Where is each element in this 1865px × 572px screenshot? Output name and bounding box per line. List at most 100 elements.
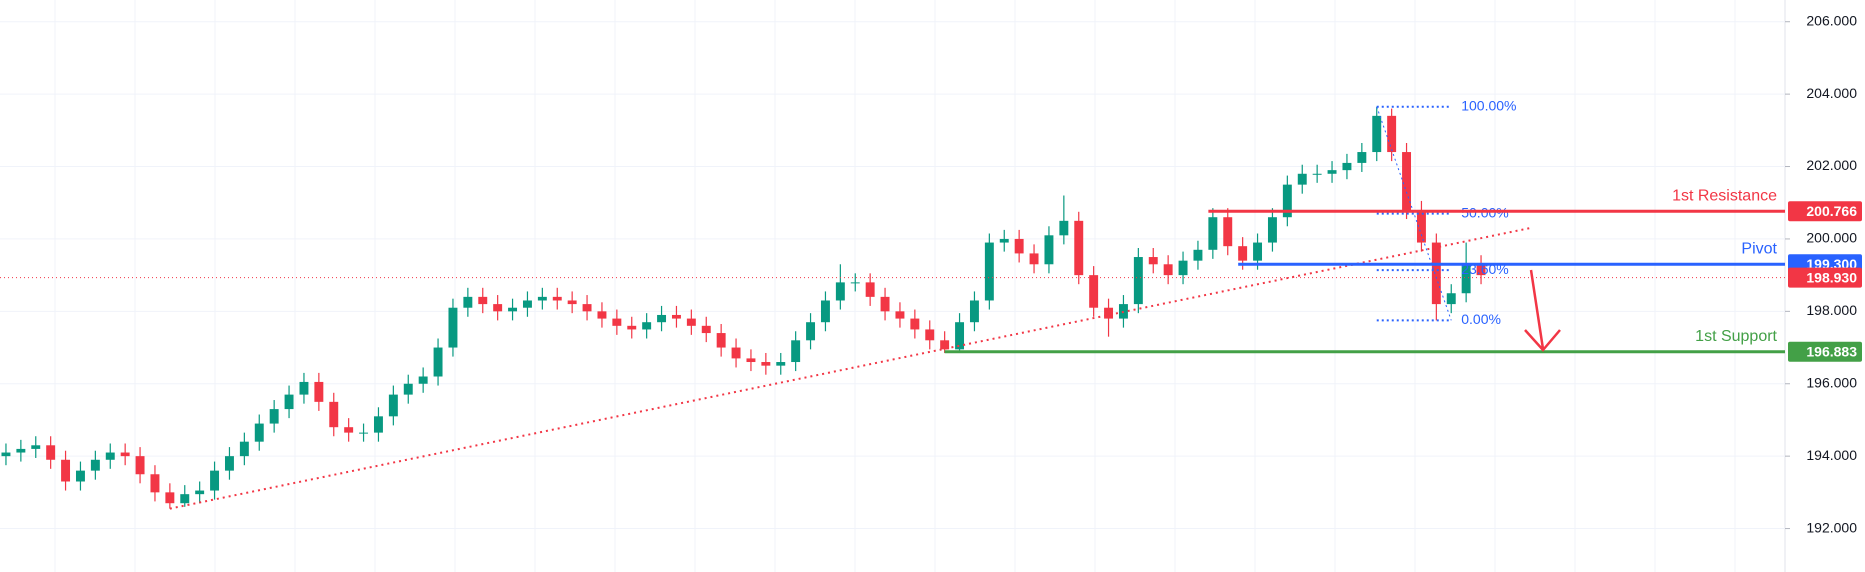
candle-body xyxy=(1029,253,1039,265)
candle-body xyxy=(1089,275,1099,308)
candle-body xyxy=(61,459,71,482)
candle-body xyxy=(135,456,145,475)
candle-body xyxy=(657,314,667,323)
candle-body xyxy=(463,296,473,308)
fib-label: 100.00% xyxy=(1461,98,1516,114)
candle-body xyxy=(1148,257,1158,265)
candle-body xyxy=(1253,242,1263,261)
candle-body xyxy=(1297,173,1307,185)
grid xyxy=(0,0,1785,572)
candle-body xyxy=(746,358,756,363)
candle-body xyxy=(1223,217,1233,247)
candle-body xyxy=(1074,220,1084,276)
price-tag-label: 198.930 xyxy=(1806,269,1857,285)
candle-body xyxy=(791,340,801,363)
candle-body xyxy=(329,401,339,428)
candle-body xyxy=(1208,217,1218,250)
candle-body xyxy=(1238,246,1248,261)
candle-body xyxy=(195,490,205,495)
price-tag xyxy=(1788,201,1862,222)
candle-body xyxy=(418,376,428,384)
candle-body xyxy=(1416,209,1426,243)
candle-body xyxy=(582,304,592,312)
candle-body xyxy=(1104,307,1114,319)
candle-body xyxy=(403,383,413,395)
candle-body xyxy=(90,459,100,471)
price-tag xyxy=(1788,267,1862,288)
candle-body xyxy=(1163,264,1173,276)
fib-label: 0.00% xyxy=(1461,311,1501,327)
candle-body xyxy=(671,314,681,319)
candle-body xyxy=(537,296,547,301)
y-tick-label: 196.000 xyxy=(1806,374,1857,390)
candle-body xyxy=(75,470,85,482)
candle-body xyxy=(686,318,696,326)
candle-body xyxy=(1342,162,1352,171)
candle-body xyxy=(1431,242,1441,305)
candle-body xyxy=(1446,293,1456,305)
candle-body xyxy=(239,441,249,457)
y-tick-label: 202.000 xyxy=(1806,157,1857,173)
candle-body xyxy=(984,242,994,301)
y-tick-label: 198.000 xyxy=(1806,302,1857,318)
level-name: Pivot xyxy=(1741,240,1777,257)
candle-body xyxy=(880,296,890,312)
candle-body xyxy=(806,322,816,341)
candle-body xyxy=(1,452,11,457)
price-axis: 192.000 194.000 196.000 198.000 200.000 202.0… xyxy=(1785,12,1862,535)
candle-body xyxy=(314,381,324,402)
candle-body xyxy=(895,311,905,319)
candle-body xyxy=(1267,217,1277,243)
candle-body xyxy=(999,238,1009,243)
candle-body xyxy=(269,409,279,424)
candle-body xyxy=(373,416,383,433)
candle-body xyxy=(910,318,920,330)
candle-body xyxy=(612,318,622,326)
candle-body xyxy=(150,474,160,493)
candle-body xyxy=(224,456,234,471)
candle-body xyxy=(299,381,309,395)
candle-body xyxy=(1357,152,1367,163)
y-tick-label: 194.000 xyxy=(1806,447,1857,463)
candle-body xyxy=(165,492,175,504)
candle-body xyxy=(478,296,488,305)
candle-body xyxy=(835,282,845,301)
level-name: 1st Support xyxy=(1695,328,1777,345)
candle-body xyxy=(180,494,190,504)
candle-body xyxy=(1461,264,1471,294)
level-name: 1st Resistance xyxy=(1672,187,1777,204)
candle-body xyxy=(388,394,398,417)
candle-body xyxy=(210,470,220,491)
candle-body xyxy=(701,325,711,334)
candle-body xyxy=(955,322,965,350)
plot: 100.00%50.00%23.60%0.00%1st ResistancePi… xyxy=(0,98,1785,510)
candle-body xyxy=(493,304,503,312)
y-tick-label: 192.000 xyxy=(1806,519,1857,535)
candle-body xyxy=(433,347,443,377)
candle-body xyxy=(1282,184,1292,218)
candle-body xyxy=(1476,264,1486,276)
down-arrow xyxy=(1524,269,1561,352)
candle-body xyxy=(552,296,562,301)
candle-body xyxy=(1387,115,1397,153)
price-tag-label: 196.883 xyxy=(1806,343,1857,359)
candle-body xyxy=(642,322,652,330)
candle-body xyxy=(120,452,130,457)
candle-body xyxy=(1133,257,1143,305)
candle-body xyxy=(1014,238,1024,254)
candle-body xyxy=(969,300,979,323)
candle-body xyxy=(46,445,56,460)
candle-body xyxy=(254,423,264,442)
candle-body xyxy=(820,300,830,323)
candle-body xyxy=(627,325,637,330)
candle-body xyxy=(1327,170,1337,174)
candle-body xyxy=(1193,249,1203,261)
candle-body xyxy=(522,300,532,308)
candle-body xyxy=(850,282,860,284)
price-tag xyxy=(1788,341,1862,362)
candle-body xyxy=(1312,173,1322,175)
price-tag-label: 200.766 xyxy=(1806,203,1857,219)
y-tick-label: 200.000 xyxy=(1806,230,1857,246)
candle-body xyxy=(16,448,26,453)
candle-body xyxy=(359,432,369,434)
